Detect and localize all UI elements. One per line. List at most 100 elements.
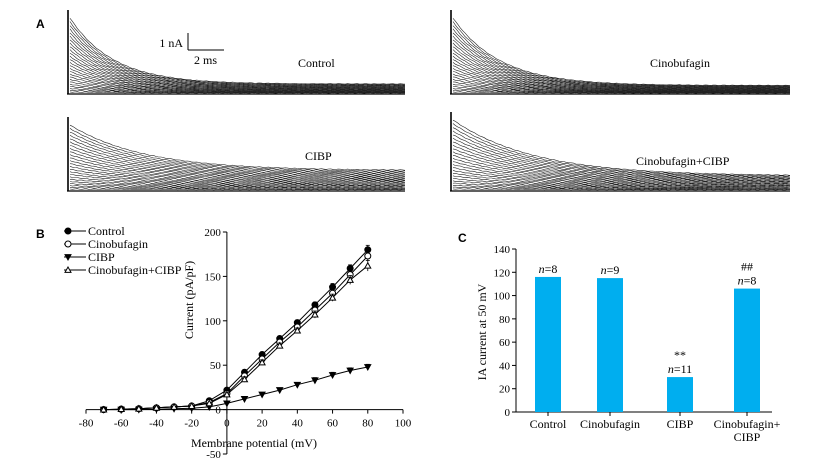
n-label: n=8 bbox=[539, 262, 558, 276]
x-tick-label: 40 bbox=[292, 418, 304, 430]
data-point bbox=[223, 400, 231, 408]
data-point bbox=[258, 391, 266, 399]
data-point bbox=[240, 375, 249, 383]
current-trace bbox=[69, 59, 406, 90]
current-trace bbox=[452, 141, 791, 181]
current-trace bbox=[452, 25, 791, 87]
current-trace bbox=[452, 151, 791, 183]
current-trace bbox=[69, 145, 406, 177]
current-trace bbox=[69, 86, 405, 93]
legend-label: Cinobufagin bbox=[88, 237, 148, 251]
data-point bbox=[99, 405, 108, 413]
current-trace bbox=[69, 141, 406, 176]
current-trace bbox=[452, 18, 791, 87]
y-tick-label: 80 bbox=[499, 314, 511, 326]
y-tick-label: 150 bbox=[204, 271, 221, 283]
current-trace bbox=[452, 59, 791, 91]
current-traces bbox=[67, 10, 791, 192]
y-tick-label: 60 bbox=[499, 337, 511, 349]
data-point bbox=[64, 265, 72, 273]
current-trace bbox=[452, 123, 791, 177]
current-trace bbox=[69, 154, 406, 180]
y-tick-label: 120 bbox=[494, 267, 511, 279]
data-point bbox=[346, 264, 354, 272]
x-tick-label: 100 bbox=[395, 418, 412, 430]
current-trace bbox=[452, 155, 791, 184]
x-tick-label: 20 bbox=[257, 418, 269, 430]
data-point bbox=[346, 367, 355, 375]
current-trace bbox=[69, 134, 406, 174]
current-trace bbox=[452, 127, 791, 178]
significance-mark: ## bbox=[741, 260, 753, 274]
current-trace bbox=[69, 185, 406, 190]
x-tick-label: 80 bbox=[362, 418, 374, 430]
data-point bbox=[293, 326, 302, 334]
panel-b-letter: B bbox=[36, 227, 45, 241]
bar bbox=[597, 278, 623, 412]
current-trace bbox=[69, 176, 406, 187]
iv-series bbox=[99, 244, 372, 414]
n-label-symbol: n bbox=[539, 262, 545, 276]
current-trace bbox=[452, 35, 791, 88]
x-tick-label: 0 bbox=[224, 418, 230, 430]
current-trace bbox=[452, 186, 790, 191]
current-trace bbox=[69, 65, 406, 91]
scale-bar-current-label: 1 nA bbox=[159, 36, 183, 50]
current-trace bbox=[69, 18, 406, 85]
trace-group-2 bbox=[67, 117, 406, 192]
current-trace bbox=[69, 21, 406, 86]
legend-entry: Cinobufagin bbox=[64, 237, 148, 251]
data-point bbox=[134, 404, 143, 412]
current-trace bbox=[69, 160, 406, 182]
data-point bbox=[117, 405, 126, 413]
current-trace bbox=[452, 32, 791, 88]
current-trace bbox=[69, 181, 405, 189]
current-trace bbox=[453, 173, 791, 188]
n-label-count: =8 bbox=[545, 262, 558, 276]
current-trace bbox=[452, 158, 791, 184]
current-trace bbox=[452, 184, 790, 190]
legend-entry: CIBP bbox=[64, 250, 115, 264]
current-trace bbox=[69, 157, 406, 181]
current-trace bbox=[452, 86, 791, 93]
current-trace bbox=[452, 21, 791, 87]
current-trace bbox=[69, 148, 406, 178]
significance-mark: ** bbox=[674, 348, 686, 362]
data-point bbox=[346, 275, 355, 283]
series-line bbox=[103, 366, 368, 411]
data-point bbox=[187, 402, 196, 409]
current-trace bbox=[69, 71, 406, 92]
data-point bbox=[293, 381, 302, 389]
y-tick-label: 140 bbox=[494, 244, 511, 256]
n-label: n=9 bbox=[601, 263, 620, 277]
n-label-symbol: n bbox=[668, 362, 674, 376]
iv-axes: -80 -60 -40 -20 0 20 40 60 80 100 -50 0 50 100 150 200 bbox=[79, 227, 412, 461]
current-trace bbox=[452, 182, 791, 190]
iv-y-axis-label: Current (pA/pF) bbox=[182, 261, 196, 339]
current-trace bbox=[69, 128, 406, 172]
current-trace bbox=[69, 183, 406, 189]
category-label: CIBP bbox=[734, 430, 761, 444]
n-label-symbol: n bbox=[738, 274, 744, 288]
current-trace bbox=[69, 151, 406, 179]
current-trace bbox=[452, 76, 791, 93]
bar bbox=[535, 276, 561, 412]
panel-a: A 1 nA 2 ms Control Cinobufagin CIBP Cin… bbox=[36, 10, 791, 192]
scale-bar-time-label: 2 ms bbox=[194, 53, 217, 67]
data-point bbox=[328, 372, 337, 379]
legend-label: CIBP bbox=[88, 250, 115, 264]
data-point bbox=[364, 252, 372, 260]
y-tick-label: 100 bbox=[204, 316, 221, 328]
x-tick-label: -60 bbox=[114, 418, 129, 430]
bar bbox=[734, 288, 760, 412]
bar-series: n=8Controln=9Cinobufaginn=11**CIBPn=8##C… bbox=[530, 260, 781, 444]
current-trace bbox=[452, 148, 791, 182]
data-point bbox=[64, 240, 72, 248]
current-trace bbox=[452, 71, 791, 92]
current-trace bbox=[70, 169, 406, 185]
trace-label-cinobufagin-cibp: Cinobufagin+CIBP bbox=[636, 154, 730, 168]
data-point bbox=[64, 254, 72, 262]
panel-a-letter: A bbox=[36, 17, 45, 31]
